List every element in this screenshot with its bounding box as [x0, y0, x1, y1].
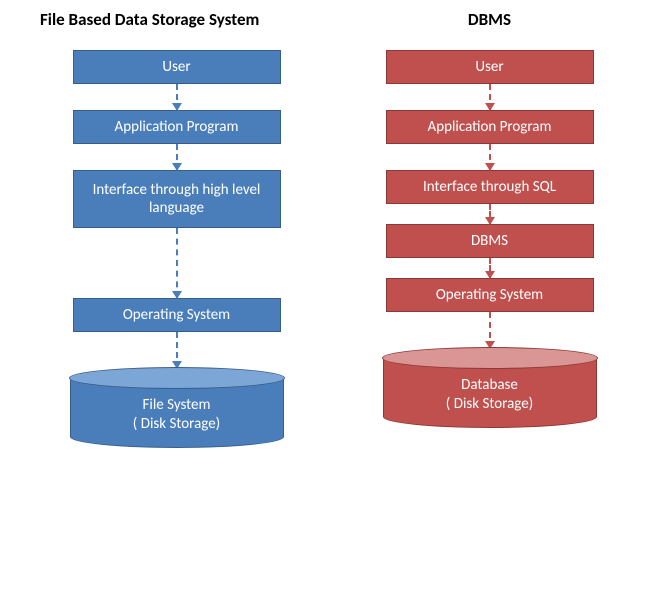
left-box-3: Operating System — [73, 298, 281, 332]
right-arrow-4 — [489, 312, 491, 348]
cylinder-label-line1: Database — [446, 376, 533, 396]
right-title: DBMS — [468, 10, 511, 30]
left-box-1: Application Program — [73, 110, 281, 144]
arrowhead-icon — [485, 163, 495, 171]
right-arrow-2 — [489, 204, 491, 224]
right-arrow-1 — [489, 144, 491, 170]
left-arrow-0 — [176, 84, 178, 110]
right-cylinder-label: Database( Disk Storage) — [446, 376, 533, 415]
left-arrow-3 — [176, 332, 178, 368]
right-box-0: User — [386, 50, 594, 84]
arrowhead-icon — [485, 271, 495, 279]
left-title: File Based Data Storage System — [40, 10, 259, 30]
left-cylinder: File System( Disk Storage) — [70, 368, 284, 448]
left-box-0: User — [73, 50, 281, 84]
cylinder-label-line2: ( Disk Storage) — [133, 415, 220, 435]
left-column: File Based Data Storage System User Appli… — [20, 10, 333, 596]
arrowhead-icon — [172, 291, 182, 299]
left-flow: User Application Program Interface through… — [20, 50, 333, 570]
left-box-2: Interface through high level language — [73, 170, 281, 228]
right-arrow-3 — [489, 258, 491, 278]
arrowhead-icon — [172, 163, 182, 171]
right-box-4: Operating System — [386, 278, 594, 312]
right-cylinder: Database( Disk Storage) — [383, 348, 597, 428]
left-cylinder-label: File System( Disk Storage) — [133, 396, 220, 435]
left-arrow-1 — [176, 144, 178, 170]
cylinder-label-line1: File System — [133, 396, 220, 416]
diagram-container: File Based Data Storage System User Appli… — [0, 0, 666, 606]
right-box-1: Application Program — [386, 110, 594, 144]
right-box-2: Interface through SQL — [386, 170, 594, 204]
right-arrow-0 — [489, 84, 491, 110]
arrowhead-icon — [485, 217, 495, 225]
right-flow: User Application Program Interface through… — [333, 50, 646, 570]
left-arrow-2 — [176, 228, 178, 298]
right-column: DBMS User Application Program Interface th… — [333, 10, 646, 596]
cylinder-label-line2: ( Disk Storage) — [446, 395, 533, 415]
arrowhead-icon — [172, 103, 182, 111]
right-box-3: DBMS — [386, 224, 594, 258]
arrowhead-icon — [485, 103, 495, 111]
